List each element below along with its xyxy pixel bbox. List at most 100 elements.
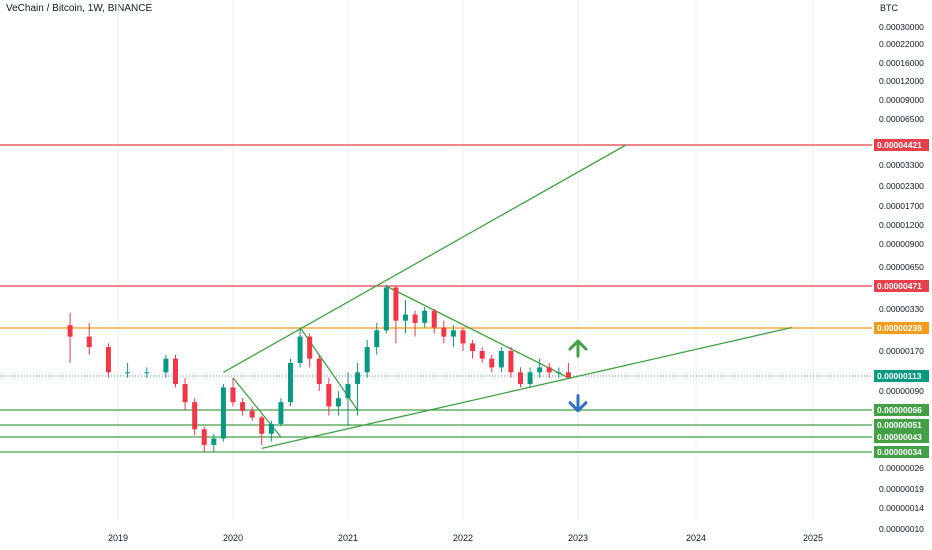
price-levels: 0.00004421 0.00000471 0.00000238 0.00000066… [0, 139, 929, 458]
candle-body-46 [556, 372, 562, 374]
price-axis[interactable]: 0.00030000 0.00022000 0.00016000 0.00012000… [879, 22, 924, 534]
candle-body-35 [450, 330, 456, 337]
grid [117, 0, 814, 520]
candle-body-14 [249, 410, 255, 418]
candles [67, 284, 571, 452]
candle-body-34 [441, 327, 447, 337]
price-tick: 0.00016000 [879, 58, 924, 68]
trendlines [223, 144, 792, 449]
time-tick-2023: 2023 [568, 533, 588, 543]
level-label-0.00000066: 0.00000066 [877, 405, 922, 415]
candle-body-7 [182, 384, 188, 403]
candle-body-47 [565, 372, 571, 378]
candle-body-13 [240, 402, 246, 411]
price-tick: 0.00000900 [879, 239, 924, 249]
price-tick: 0.00000170 [879, 346, 924, 356]
candle-body-36 [460, 330, 466, 344]
candle-body-18 [288, 362, 293, 403]
time-tick-2019: 2019 [108, 533, 128, 543]
level-label-0.00000043: 0.00000043 [877, 432, 922, 442]
candle-body-29 [393, 287, 399, 321]
candle-body-28 [383, 287, 389, 331]
candle-body-0 [67, 325, 73, 337]
candle-body-25 [355, 372, 361, 385]
level-badge-0.00000051 [874, 419, 929, 431]
price-unit: BTC [880, 3, 898, 13]
candle-body-39 [489, 358, 495, 368]
candle-body-22 [326, 384, 332, 407]
candle-body-30 [403, 314, 408, 321]
candle-body-44 [537, 367, 543, 373]
time-axis[interactable]: 2019 2020 2021 2022 2023 2024 2025 [108, 533, 823, 543]
level-label-0.00004421: 0.00004421 [877, 140, 922, 150]
price-tick: 0.00000330 [879, 304, 924, 314]
level-label-0.00000238: 0.00000238 [877, 323, 922, 333]
price-tick: 0.00002300 [879, 181, 924, 191]
level-badge-0.00000043 [874, 431, 929, 443]
price-tick: 0.00012000 [879, 76, 924, 86]
candle-body-1 [86, 336, 92, 348]
candle-body-16 [268, 423, 274, 434]
candle-body-27 [374, 330, 380, 348]
candle-body-11 [220, 387, 226, 439]
time-tick-2025: 2025 [803, 533, 823, 543]
price-tick: 0.00003300 [879, 160, 924, 170]
candle-body-42 [518, 372, 523, 385]
candle-body-37 [470, 343, 476, 351]
candle-body-17 [278, 402, 284, 424]
time-tick-2024: 2024 [686, 533, 706, 543]
price-tick: 0.00000010 [879, 524, 924, 534]
arrows [568, 339, 588, 413]
time-tick-2021: 2021 [338, 533, 358, 543]
candle-body-43 [527, 372, 533, 385]
candle-body-10 [211, 438, 217, 445]
price-tick: 0.00001200 [879, 220, 924, 230]
level-badge-0.00000471 [874, 280, 929, 292]
candle-body-38 [479, 351, 485, 359]
level-badge-0.00000066 [874, 404, 929, 416]
candle-body-20 [307, 336, 313, 359]
candle-body-5 [163, 358, 169, 373]
candle-body-41 [508, 351, 514, 373]
candle-body-9 [201, 429, 207, 445]
price-tick: 0.00009000 [879, 95, 924, 105]
candle-body-26 [364, 347, 370, 373]
candle-body-15 [259, 417, 265, 434]
level-label-0.00000034: 0.00000034 [877, 447, 922, 457]
price-tick: 0.00022000 [879, 39, 924, 49]
price-tick: 0.00006500 [879, 114, 924, 124]
chart-title: VeChain / Bitcoin, 1W, BINANCE [6, 3, 153, 14]
candle-body-2 [105, 347, 111, 373]
price-tick: 0.00000650 [879, 262, 924, 272]
price-tick: 0.00001700 [879, 201, 924, 211]
price-tick: 0.00030000 [879, 22, 924, 32]
trendline-upper-wedge [223, 144, 627, 373]
candle-body-21 [316, 358, 322, 385]
candle-body-6 [173, 358, 178, 385]
candle-body-12 [230, 387, 236, 403]
trendline-lower-support [261, 326, 792, 449]
price-tick: 0.00000026 [879, 463, 924, 473]
candle-body-33 [431, 310, 437, 328]
candle-body-19 [297, 336, 303, 363]
price-tick: 0.00000014 [879, 503, 924, 513]
price-tick: 0.00000090 [879, 386, 924, 396]
candle-body-8 [192, 402, 198, 430]
current-price-label: 0.00000113 [877, 371, 922, 381]
level-badge-0.00000034 [874, 446, 929, 458]
trendline-descending-2021 [386, 285, 569, 379]
level-label-0.00000471: 0.00000471 [877, 281, 922, 291]
candle-body-24 [345, 384, 351, 399]
current-price-badge [874, 370, 929, 382]
level-label-0.00000051: 0.00000051 [877, 420, 922, 430]
level-badge-0.00004421 [874, 139, 929, 151]
time-tick-2020: 2020 [223, 533, 243, 543]
candle-body-40 [498, 351, 504, 368]
candle-body-4 [144, 372, 150, 374]
price-tick: 0.00000019 [879, 484, 924, 494]
time-tick-2022: 2022 [453, 533, 473, 543]
candle-body-23 [335, 398, 341, 407]
candle-body-3 [125, 372, 131, 374]
candle-body-31 [412, 314, 418, 323]
